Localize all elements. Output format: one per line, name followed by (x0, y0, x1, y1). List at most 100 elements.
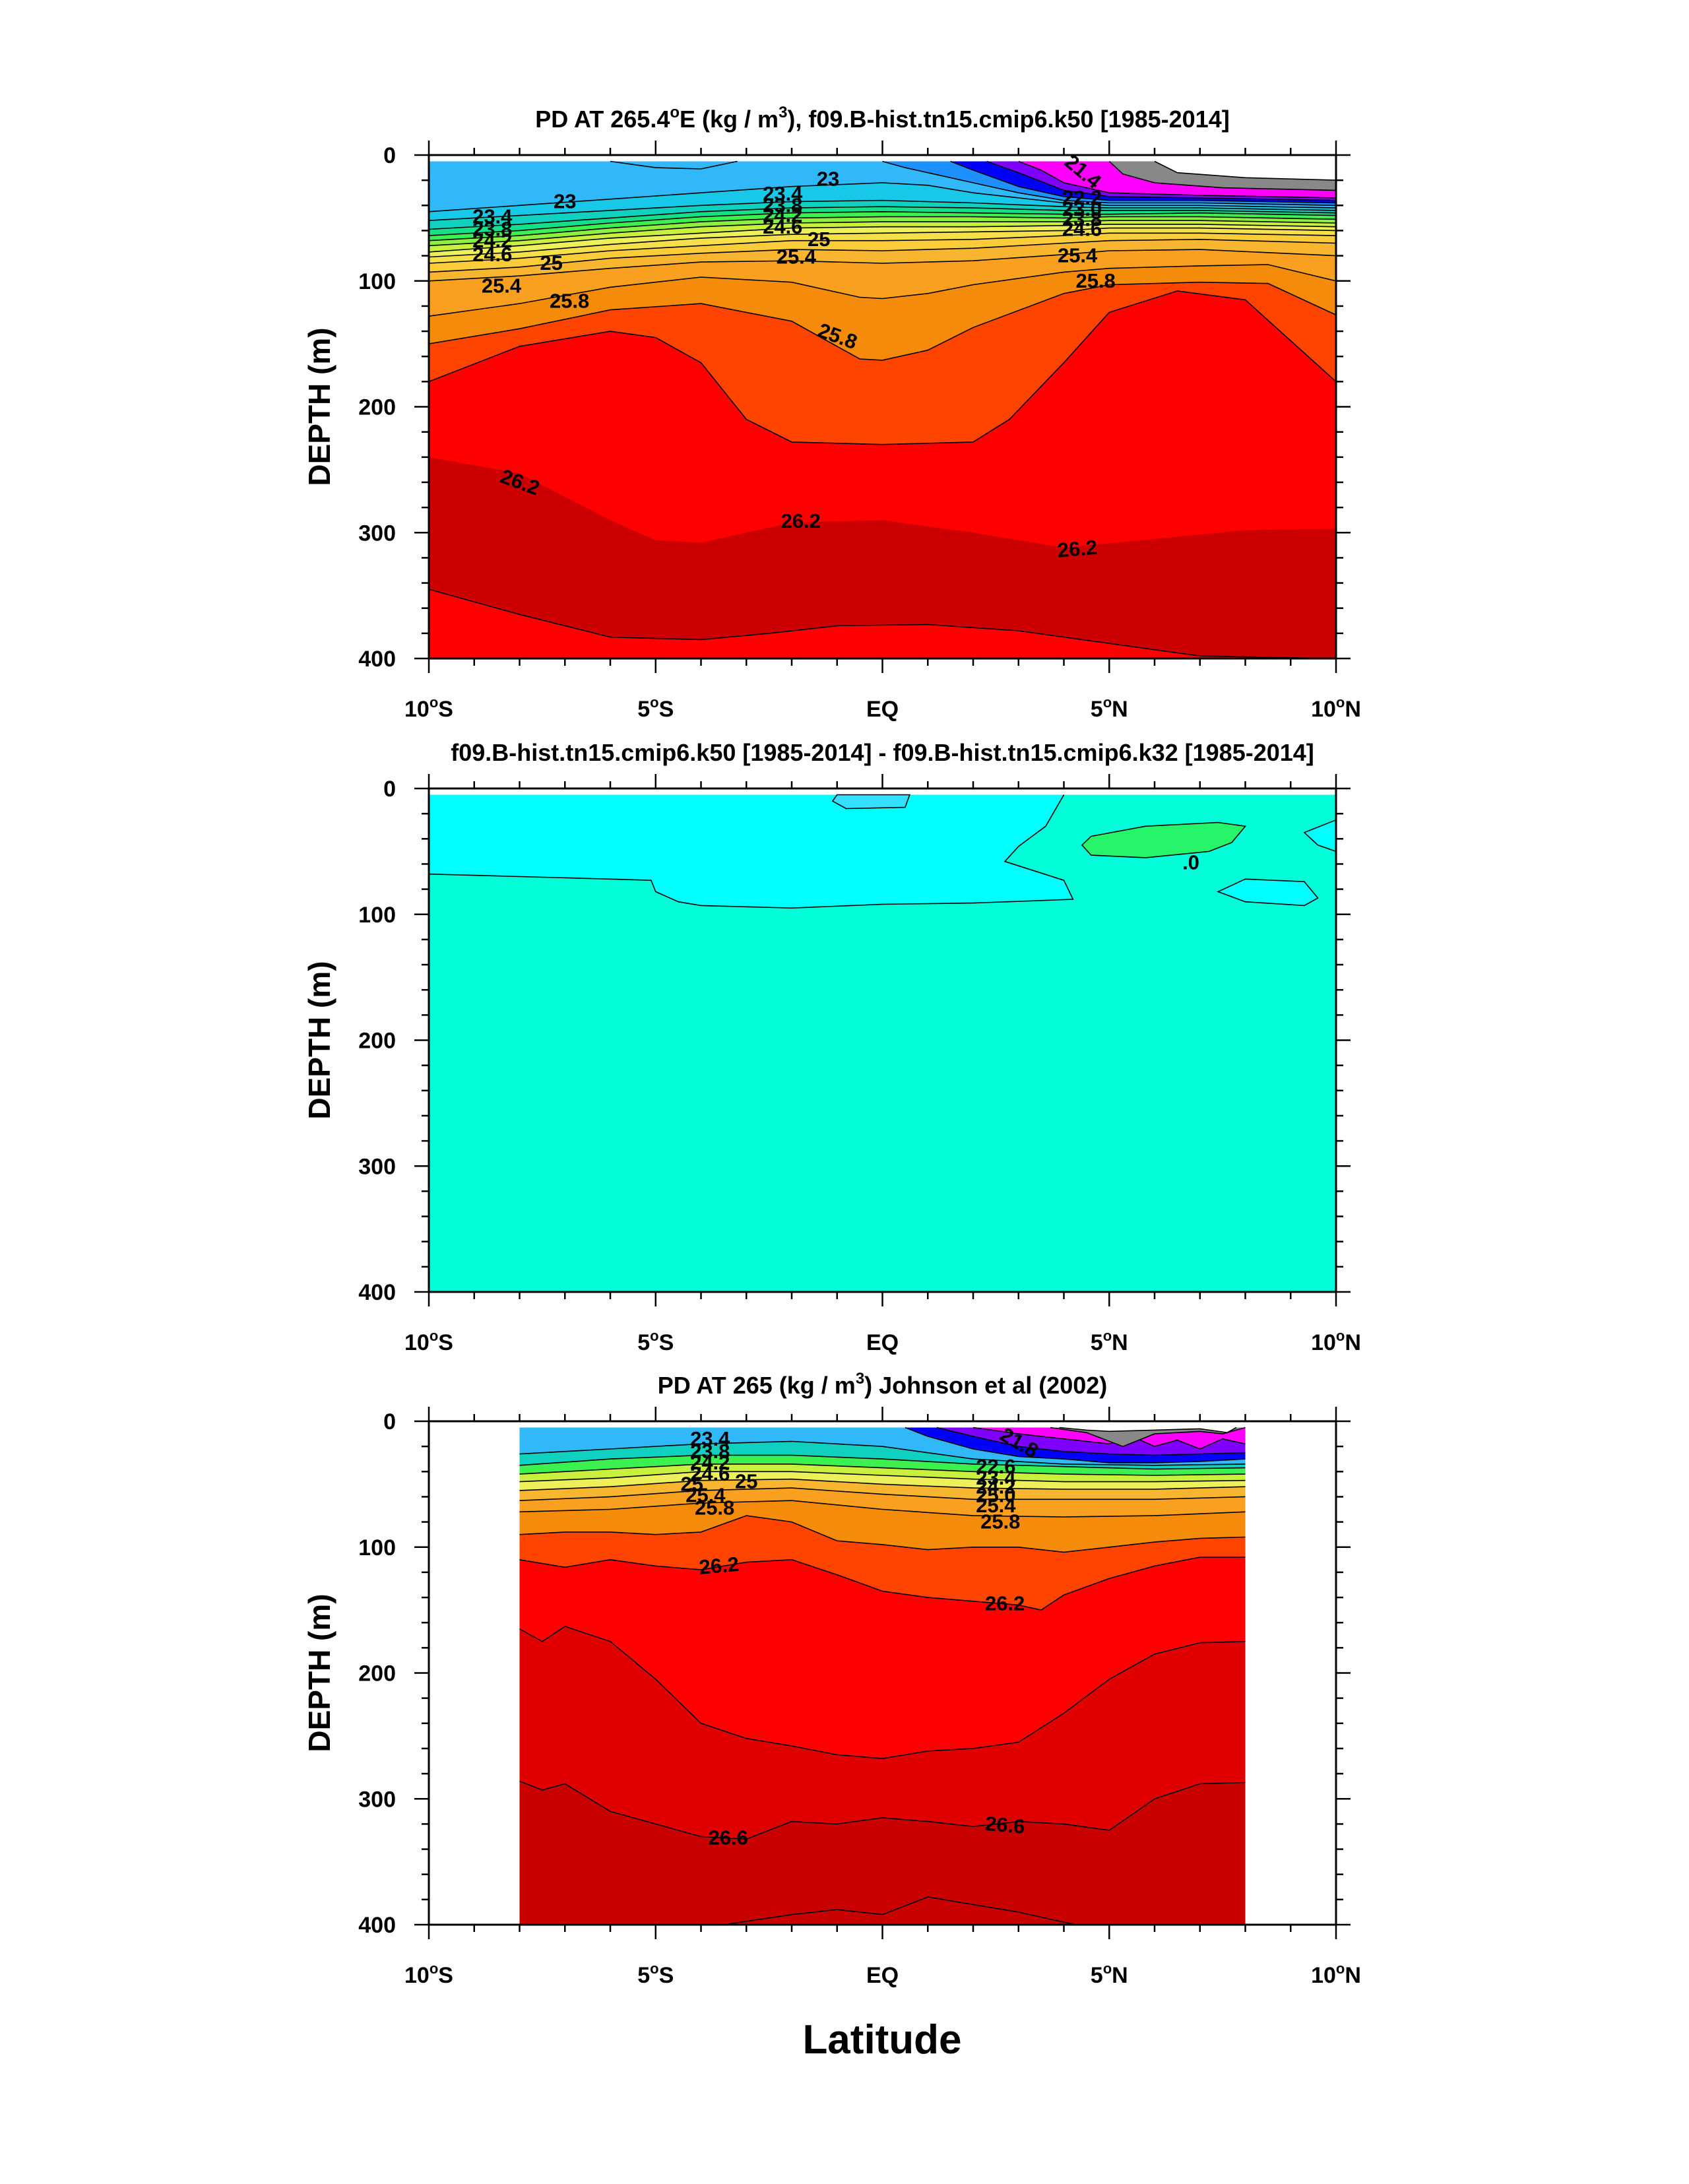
contour-line--0.1 (429, 794, 1074, 909)
y-tick-label: 300 (358, 521, 396, 546)
contour-label: 24.2 (976, 1475, 1015, 1498)
contour-line-23 (882, 160, 1336, 207)
contour-line-22.6 (905, 1427, 1246, 1463)
contour-label: 24.2 (472, 229, 512, 252)
contour-line-25.4 (519, 1487, 1246, 1501)
y-tick-label: 100 (358, 903, 396, 928)
contour-label: 23 (817, 167, 839, 190)
contour-label: 23.8 (1062, 207, 1102, 230)
contour-label: 22.6 (976, 1455, 1015, 1478)
contour-label: 25.8 (550, 289, 589, 312)
contour-line-25 (519, 1478, 1246, 1491)
contour-line-24.6 (519, 1471, 1246, 1483)
x-tick-label: 5oS (637, 694, 674, 722)
contour-line-21.4 (1050, 1427, 1246, 1448)
y-tick-label: 200 (358, 395, 396, 420)
contour-label: .0 (1182, 851, 1199, 874)
contour-line-23.4 (519, 1440, 1246, 1466)
contour-line-22.2 (986, 160, 1336, 201)
contour-line-26 (429, 290, 1336, 445)
contour-line-21.8 (972, 1427, 1246, 1450)
contour-region-4 (1081, 821, 1247, 858)
contour-band-21.4 (1050, 1427, 1246, 1447)
contour-line-extra-1 (723, 1896, 1078, 1925)
y-tick-label: 100 (358, 269, 396, 294)
x-tick-label: 5oN (1091, 1960, 1128, 1988)
contour-label: 23.4 (976, 1466, 1016, 1489)
x-tick-label: 10oS (404, 1960, 453, 1988)
contour-label: 26.2 (1056, 536, 1098, 562)
contour-line-25.8 (519, 1500, 1246, 1518)
y-tick-label: 0 (383, 777, 396, 802)
contour-line-24.6 (429, 224, 1336, 253)
x-tick-label: 5oN (1091, 694, 1128, 722)
contour-band--0.1 (429, 794, 1073, 909)
contour-line-extra-1 (610, 160, 738, 170)
contour-label: 24.6 (472, 243, 512, 266)
x-tick-label: 10oN (1311, 694, 1361, 722)
contour-label: 23 (554, 190, 576, 213)
contour-label: 23.4 (690, 1427, 730, 1450)
contour-region-2 (1303, 819, 1336, 852)
contour-line-23.6 (429, 199, 1336, 221)
contour-label: 23.4 (763, 182, 803, 205)
contour-line-21.8 (1018, 160, 1336, 199)
chart-title: f09.B-hist.tn15.cmip6.k50 [1985-2014] - … (451, 739, 1314, 766)
contour-line-24.4 (429, 220, 1336, 247)
contour-band-21 (1155, 161, 1336, 181)
contour-label: 22.2 (1062, 186, 1102, 209)
y-tick-label: 200 (358, 1029, 396, 1054)
contour-label: 26.6 (984, 1812, 1026, 1838)
contour-label: 23.8 (763, 193, 802, 216)
contour-label: 25.4 (976, 1494, 1016, 1517)
x-tick-label: 5oN (1091, 1328, 1128, 1355)
contour-label: 25 (735, 1470, 757, 1493)
y-axis-label: DEPTH (m) (302, 961, 336, 1119)
contour-label: 25.8 (695, 1496, 734, 1520)
contour-label: 25.0 (976, 1484, 1015, 1507)
x-tick-label: 10oS (404, 694, 453, 722)
contour-label: 23.8 (690, 1440, 730, 1463)
contour-label: 25 (681, 1472, 703, 1495)
x-tick-label: EQ (866, 1963, 899, 1988)
y-tick-label: 100 (358, 1535, 396, 1560)
x-tick-label: 5oS (637, 1960, 674, 1988)
chart-title: PD AT 265.4oE (kg / m3), f09.B-hist.tn15… (535, 104, 1229, 133)
y-tick-label: 400 (358, 1913, 396, 1938)
contour-label: 26.2 (985, 1592, 1025, 1615)
chart-panel-2: .0 0 100 200 300 400 10oS 5oS EQ 5oN 10oN DEPTH (m)… (302, 739, 1361, 1355)
contour-label: 25.4 (482, 274, 522, 297)
contour-line-21 (1059, 1427, 1237, 1434)
contour-fill-area: .0 (429, 794, 1336, 1292)
contour-line-26 (519, 1515, 1246, 1553)
contour-line-25.8 (429, 281, 1336, 361)
y-axis-label: DEPTH (m) (302, 327, 336, 486)
contour-line-26.2 (519, 1557, 1246, 1611)
contour-label: 23.0 (1062, 197, 1102, 220)
contour-line-23.8 (519, 1454, 1246, 1470)
x-tick-label: EQ (866, 1330, 899, 1355)
chart-title: PD AT 265 (kg / m3) Johnson et al (2002) (658, 1370, 1108, 1399)
x-tick-label: 10oN (1311, 1960, 1361, 1988)
contour-region-1 (831, 794, 910, 810)
contour-label: 23.8 (472, 218, 512, 241)
contour-line-25 (429, 232, 1336, 264)
contour-line-21 (1154, 160, 1336, 181)
contour-line-26.4 (429, 589, 1336, 658)
contour-region-3 (1217, 878, 1319, 907)
x-tick-label: 10oN (1311, 1328, 1361, 1355)
contour-label: 25.8 (980, 1510, 1020, 1533)
contour-line-21.4 (1108, 160, 1336, 191)
x-tick-label: 10oS (404, 1328, 453, 1355)
contour-label: 24.6 (1062, 218, 1102, 241)
x-tick-label: 5oS (637, 1328, 674, 1355)
contour-label: 26.2 (781, 509, 821, 532)
x-tick-label: EQ (866, 697, 899, 722)
contour-line-24 (429, 210, 1336, 236)
y-tick-label: 0 (383, 1409, 396, 1434)
y-tick-label: 400 (358, 1280, 396, 1305)
y-tick-label: 400 (358, 647, 396, 672)
contour-label: 25 (808, 228, 830, 251)
contour-line-25.6 (429, 264, 1336, 317)
y-tick-label: 0 (383, 143, 396, 168)
